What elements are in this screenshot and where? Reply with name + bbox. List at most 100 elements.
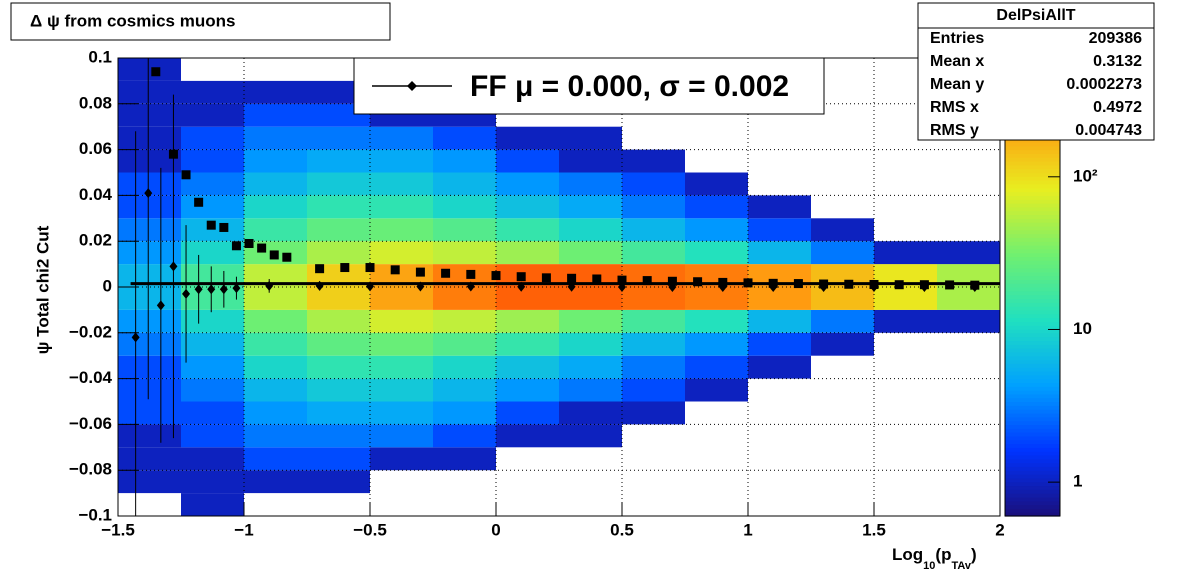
heat-cell: [118, 470, 181, 494]
heat-cell: [244, 80, 307, 104]
heat-cell: [559, 172, 622, 196]
square-marker: [340, 263, 350, 273]
heat-cell: [118, 80, 181, 104]
square-marker: [181, 170, 191, 180]
colorbar-segment: [1005, 206, 1060, 212]
colorbar-segment: [1005, 306, 1060, 311]
diamond-marker: [366, 281, 374, 292]
square-marker: [194, 197, 204, 207]
x-axis-label: Log10(pTAv): [892, 545, 977, 571]
square-marker: [945, 280, 955, 290]
colorbar-segment: [1005, 439, 1060, 445]
heat-cell: [433, 241, 496, 265]
heat-cell: [118, 378, 181, 402]
heat-cell: [118, 287, 181, 310]
x-tick-label: 1: [743, 520, 752, 539]
square-marker: [257, 243, 267, 253]
colorbar-segment: [1005, 401, 1060, 406]
heat-cell: [370, 332, 433, 356]
x-label-part: Log: [892, 545, 923, 564]
heat-cell: [244, 218, 307, 242]
square-marker: [231, 241, 241, 251]
diamond-marker: [219, 284, 228, 295]
heat-cell: [370, 424, 433, 448]
heat-cell: [748, 195, 811, 219]
heat-cell: [181, 149, 244, 173]
heat-cell: [118, 103, 181, 127]
diamond-marker: [194, 284, 203, 295]
square-marker: [168, 149, 178, 159]
y-tick-label: 0: [103, 276, 112, 295]
heat-cell: [370, 218, 433, 242]
colorbar-segment: [1005, 328, 1060, 334]
colorbar-segment: [1005, 454, 1060, 460]
heat-cell: [685, 378, 748, 402]
heat-cell: [181, 241, 244, 265]
colorbar-segment: [1005, 378, 1060, 384]
colorbar-segment: [1005, 477, 1060, 483]
heat-cell: [496, 309, 559, 333]
stats-label: Entries: [930, 30, 984, 47]
heat-cell: [244, 103, 307, 127]
colorbar-segment: [1005, 287, 1060, 292]
heat-cell: [370, 378, 433, 402]
heat-cell: [433, 287, 496, 310]
heat-cell: [307, 401, 370, 425]
y-tick-label: 0.04: [79, 185, 113, 204]
colorbar-segment: [1005, 496, 1060, 502]
y-tick-label: −0.06: [69, 414, 112, 433]
colorbar-segment: [1005, 493, 1060, 498]
square-marker: [466, 269, 476, 279]
colorbar-segment: [1005, 161, 1060, 166]
y-tick-label: 0.1: [88, 47, 112, 66]
colorbar-segment: [1005, 203, 1060, 208]
colorbar-segment: [1005, 298, 1060, 303]
colorbar-segment: [1005, 405, 1060, 410]
diamond-marker: [265, 280, 274, 291]
heat-cell: [307, 447, 370, 471]
colorbar-segment: [1005, 187, 1060, 193]
heat-cell: [559, 332, 622, 356]
diamond-marker: [156, 300, 165, 311]
colorbar-segment: [1005, 420, 1060, 425]
heat-cell: [622, 195, 685, 219]
colorbar-segment: [1005, 332, 1060, 338]
colorbar-segment: [1005, 325, 1060, 330]
heat-cell: [181, 470, 244, 494]
colorbar-tick-label: 10: [1073, 319, 1092, 338]
heat-cell: [937, 287, 1000, 310]
x-tick-label: −1.5: [101, 520, 135, 539]
legend-text: FF μ = 0.000, σ = 0.002: [470, 70, 789, 103]
heat-cell: [433, 195, 496, 219]
colorbar-segment: [1005, 275, 1060, 280]
square-marker: [315, 264, 325, 274]
heat-cell: [370, 309, 433, 333]
heat-cell: [307, 149, 370, 173]
stats-value: 0.004743: [1075, 122, 1142, 139]
square-marker: [693, 277, 703, 287]
square-marker: [970, 280, 980, 290]
heat-cell: [559, 424, 622, 448]
heat-cell: [118, 126, 181, 150]
heat-cell: [370, 355, 433, 379]
square-marker: [441, 268, 451, 278]
heat-cell: [811, 332, 874, 356]
colorbar-segment: [1005, 470, 1060, 475]
square-marker: [617, 275, 627, 285]
colorbar-segment: [1005, 382, 1060, 387]
heat-cell: [496, 172, 559, 196]
square-marker: [365, 263, 375, 273]
heat-cell: [496, 355, 559, 379]
heat-cell: [370, 195, 433, 219]
colorbar-segment: [1005, 370, 1060, 376]
colorbar-segment: [1005, 409, 1060, 414]
heat-cell: [496, 195, 559, 219]
heat-cell: [244, 378, 307, 402]
y-tick-label: 0.06: [79, 139, 112, 158]
heat-cell: [937, 241, 1000, 265]
heat-cell: [622, 309, 685, 333]
colorbar-segment: [1005, 386, 1060, 391]
x-tick-label: 1.5: [862, 520, 886, 539]
heat-cell: [307, 424, 370, 448]
colorbar-segment: [1005, 172, 1060, 177]
